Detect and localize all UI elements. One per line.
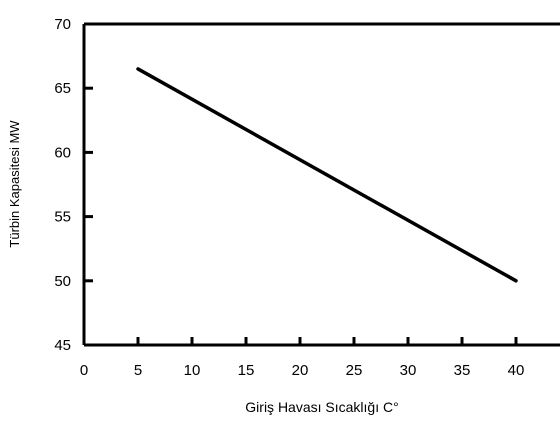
x-tick-label: 5 xyxy=(134,362,142,379)
y-axis-label: Türbin Kapasitesi MW xyxy=(7,120,22,248)
x-tick-label: 20 xyxy=(292,362,309,379)
plot-frame xyxy=(82,22,560,347)
x-axis-label: Giriş Havası Sıcaklığı C° xyxy=(245,399,398,415)
series-line xyxy=(136,67,518,283)
x-tick-label: 25 xyxy=(346,362,363,379)
x-tick-label: 35 xyxy=(454,362,471,379)
y-tick-label: 70 xyxy=(54,16,71,33)
y-tick-label: 60 xyxy=(54,144,71,161)
x-tick-label: 0 xyxy=(80,362,88,379)
y-tick-label: 65 xyxy=(54,80,71,97)
series-layer xyxy=(136,67,518,283)
x-tick-label: 30 xyxy=(400,362,417,379)
x-tick-label: 15 xyxy=(238,362,255,379)
x-axis-ticks: 0 5 10 15 20 25 30 35 40 xyxy=(80,337,525,379)
y-tick-label: 45 xyxy=(54,337,71,354)
x-tick-label: 40 xyxy=(508,362,525,379)
y-tick-label: 50 xyxy=(54,273,71,290)
x-tick-label: 10 xyxy=(184,362,201,379)
y-tick-label: 55 xyxy=(54,209,71,226)
y-axis-ticks: 45 50 55 60 65 70 xyxy=(54,16,93,354)
